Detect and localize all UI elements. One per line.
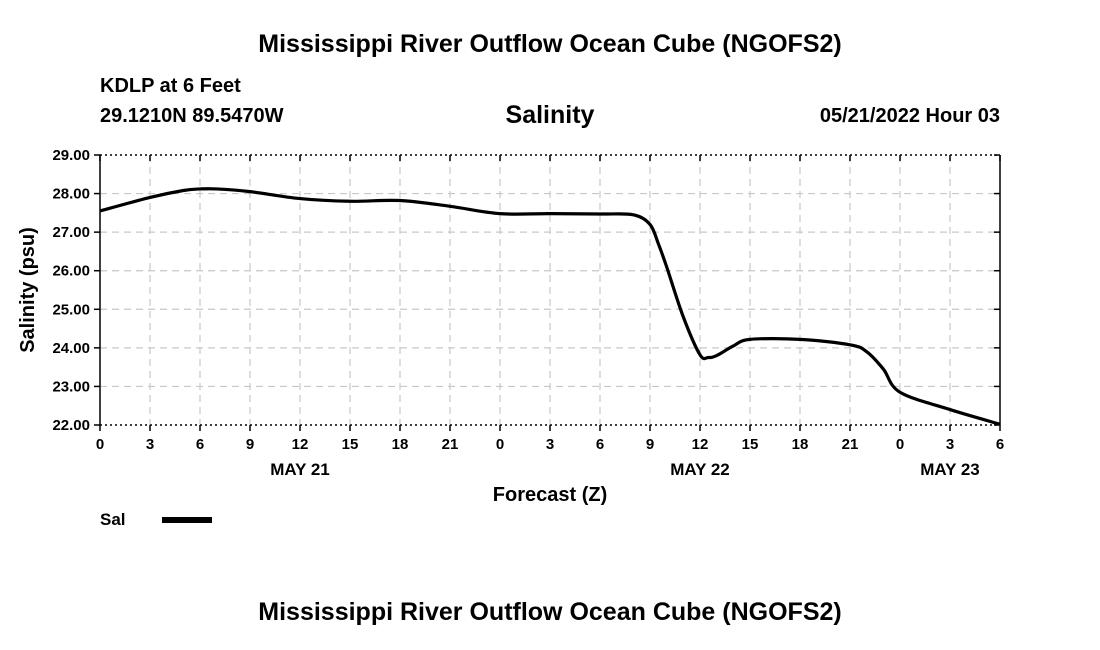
x-tick-label: 0 (96, 436, 104, 453)
coordinates-label: 29.1210N 89.5470W (100, 105, 284, 127)
x-tick-label: 18 (792, 436, 809, 453)
y-tick-label: 29.00 (52, 147, 90, 164)
x-tick-label: 12 (692, 436, 709, 453)
x-tick-label: 9 (646, 436, 654, 453)
x-tick-label: 3 (946, 436, 954, 453)
y-tick-label: 28.00 (52, 186, 90, 203)
footer-title: Mississippi River Outflow Ocean Cube (NG… (258, 598, 842, 626)
x-axis-title: Forecast (Z) (493, 484, 607, 506)
x-tick-label: 6 (596, 436, 604, 453)
x-tick-label: 0 (896, 436, 904, 453)
x-tick-label: 3 (546, 436, 554, 453)
x-tick-label: 21 (842, 436, 859, 453)
x-tick-label: 12 (292, 436, 309, 453)
y-tick-label: 22.00 (52, 417, 90, 434)
legend-label: Sal (100, 510, 126, 529)
x-day-label: MAY 22 (670, 460, 730, 479)
x-tick-label: 15 (742, 436, 759, 453)
page-title: Mississippi River Outflow Ocean Cube (NG… (258, 30, 842, 58)
x-tick-label: 15 (342, 436, 359, 453)
x-tick-label: 6 (196, 436, 204, 453)
x-tick-label: 0 (496, 436, 504, 453)
x-tick-label: 3 (146, 436, 154, 453)
y-axis-title: Salinity (psu) (17, 227, 39, 353)
y-tick-label: 23.00 (52, 378, 90, 395)
y-tick-label: 24.00 (52, 340, 90, 357)
chart-title: Salinity (505, 101, 595, 129)
station-label: KDLP at 6 Feet (100, 75, 241, 97)
x-tick-label: 9 (246, 436, 254, 453)
y-tick-label: 26.00 (52, 263, 90, 280)
series-line-salinity (99, 187, 1001, 426)
x-day-label: MAY 21 (270, 460, 330, 479)
y-tick-label: 27.00 (52, 224, 90, 241)
x-tick-label: 6 (996, 436, 1004, 453)
x-day-label: MAY 23 (920, 460, 980, 479)
forecast-datetime: 05/21/2022 Hour 03 (819, 105, 1000, 127)
x-tick-label: 21 (442, 436, 459, 453)
y-tick-label: 25.00 (52, 301, 90, 318)
x-tick-label: 18 (392, 436, 409, 453)
